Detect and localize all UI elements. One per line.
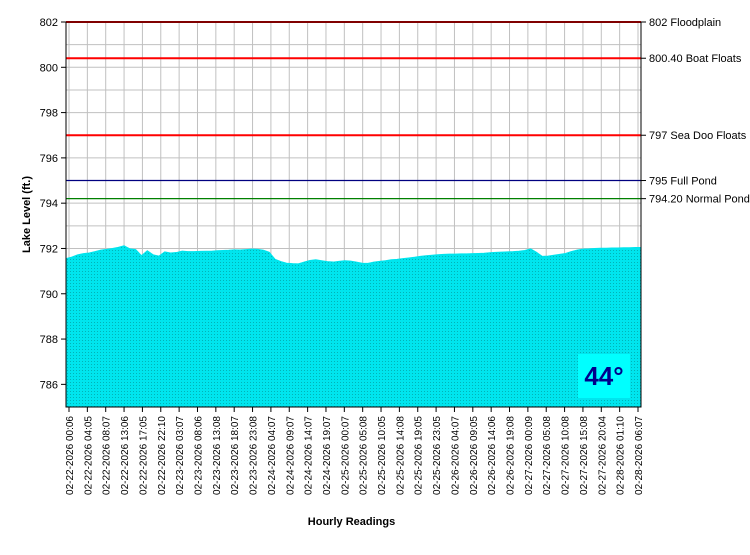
x-tick-label: 02-28-2026 01:10: [616, 416, 627, 495]
reference-label: 797 Sea Doo Floats: [649, 130, 747, 142]
x-tick-label: 02-24-2026 04:07: [267, 416, 278, 495]
y-tick-label: 794: [40, 198, 58, 210]
y-tick-label: 796: [40, 153, 58, 165]
y-tick-label: 786: [40, 379, 58, 391]
y-tick-label: 790: [40, 289, 58, 301]
x-tick-label: 02-22-2026 17:05: [138, 416, 149, 495]
x-tick-label: 02-27-2026 20:04: [597, 416, 608, 495]
x-tick-label: 02-23-2026 08:06: [193, 416, 204, 495]
y-axis-title: Lake Level (ft.): [21, 176, 33, 253]
x-tick-label: 02-23-2026 13:08: [212, 416, 223, 495]
x-tick-label: 02-22-2026 04:05: [83, 416, 94, 495]
x-tick-label: 02-24-2026 14:07: [304, 416, 315, 495]
x-tick-label: 02-26-2026 09:05: [469, 416, 480, 495]
x-tick-label: 02-28-2026 06:07: [634, 416, 645, 495]
x-tick-label: 02-25-2026 00:07: [340, 416, 351, 495]
y-tick-label: 802: [40, 17, 58, 29]
x-tick-label: 02-27-2026 15:08: [579, 416, 590, 495]
y-tick-label: 800: [40, 62, 58, 74]
x-tick-label: 02-22-2026 13:06: [120, 416, 131, 495]
x-tick-label: 02-27-2026 05:08: [542, 416, 553, 495]
x-tick-label: 02-26-2026 14:06: [487, 416, 498, 495]
y-tick-label: 788: [40, 334, 58, 346]
x-tick-label: 02-25-2026 10:05: [377, 416, 388, 495]
x-tick-label: 02-25-2026 19:05: [414, 416, 425, 495]
reference-label: 795 Full Pond: [649, 176, 717, 188]
x-tick-label: 02-27-2026 10:08: [561, 416, 572, 495]
x-axis-title: Hourly Readings: [308, 516, 395, 528]
x-tick-label: 02-26-2026 04:07: [450, 416, 461, 495]
x-tick-label: 02-24-2026 19:07: [322, 416, 333, 495]
plot-border: [65, 21, 642, 408]
reference-label: 800.40 Boat Floats: [649, 53, 742, 65]
x-tick-label: 02-23-2026 23:08: [249, 416, 260, 495]
x-tick-label: 02-26-2026 19:08: [506, 416, 517, 495]
x-tick-label: 02-22-2026 22:10: [157, 416, 168, 495]
temperature-badge: 44°: [578, 354, 630, 398]
y-tick-label: 798: [40, 108, 58, 120]
x-tick-label: 02-25-2026 23:05: [432, 416, 443, 495]
lake-level-area: [65, 245, 642, 408]
x-tick-label: 02-23-2026 18:07: [230, 416, 241, 495]
x-tick-label: 02-23-2026 03:07: [175, 416, 186, 495]
x-tick-label: 02-25-2026 05:08: [359, 416, 370, 495]
x-tick-label: 02-25-2026 14:08: [395, 416, 406, 495]
reference-label: 794.20 Normal Pond: [649, 194, 750, 206]
x-tick-label: 02-22-2026 00:06: [65, 416, 76, 495]
y-tick-label: 792: [40, 243, 58, 255]
reference-label: 802 Floodplain: [649, 17, 721, 29]
x-tick-label: 02-22-2026 08:07: [102, 416, 113, 495]
x-tick-label: 02-27-2026 00:09: [524, 416, 535, 495]
x-tick-label: 02-24-2026 09:07: [285, 416, 296, 495]
